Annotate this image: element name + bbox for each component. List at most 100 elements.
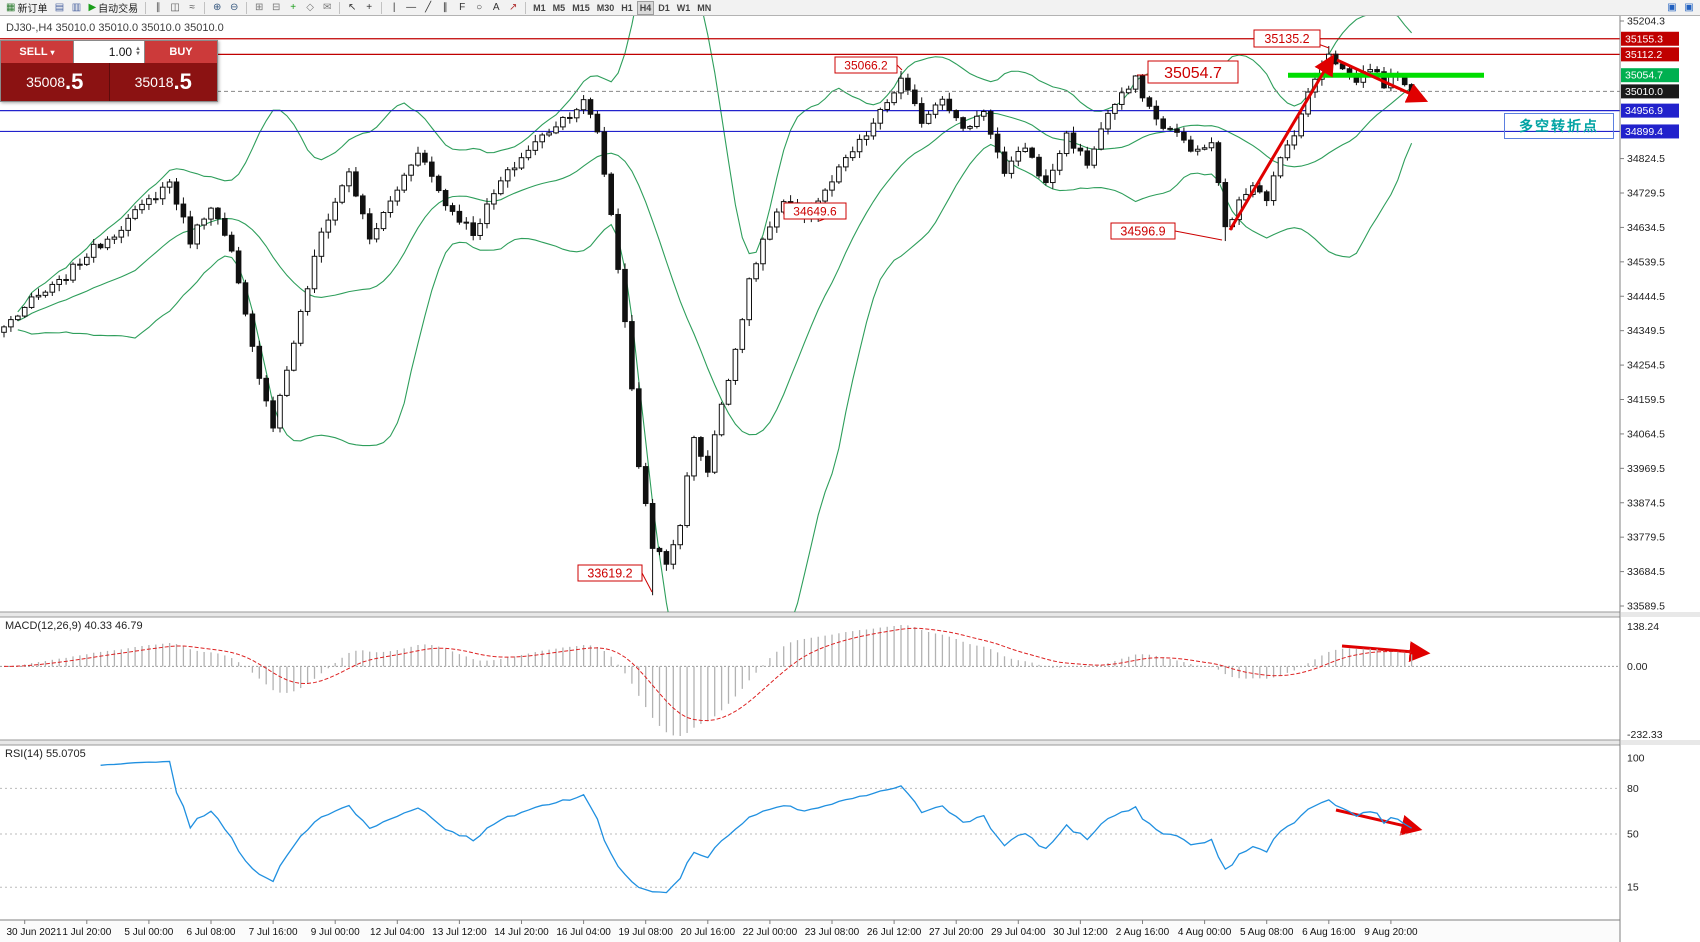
timeframe-m1-button[interactable]: M1 <box>533 2 546 13</box>
autotrading-button[interactable]: ▶ 自动交易 <box>85 1 141 15</box>
trendline-icon: ╱ <box>425 1 432 13</box>
svg-text:34539.5: 34539.5 <box>1627 256 1665 268</box>
toolbar-separator <box>204 1 206 14</box>
svg-text:34729.5: 34729.5 <box>1627 188 1665 200</box>
svg-text:34254.5: 34254.5 <box>1627 360 1665 372</box>
cascade-windows-button[interactable]: ⊟ <box>268 1 284 15</box>
svg-text:35054.7: 35054.7 <box>1164 65 1222 82</box>
sell-price[interactable]: 35008 .5 <box>1 63 109 101</box>
svg-text:33589.5: 33589.5 <box>1627 601 1665 613</box>
volume-input[interactable]: 1.00 ▲ ▼ <box>73 41 145 63</box>
svg-text:34596.9: 34596.9 <box>1120 225 1165 239</box>
buy-price-main: 35018 <box>134 74 174 90</box>
arrow-object-button[interactable]: ↗ <box>505 1 521 15</box>
help-icon: ▣ <box>1684 1 1694 13</box>
zoom-out-button[interactable]: ⊖ <box>226 1 242 15</box>
fibonacci-button[interactable]: F <box>454 1 470 15</box>
pivot-point-text-object[interactable]: 多空转折点 <box>1504 113 1614 139</box>
annotation-box <box>783 202 847 220</box>
timeframe-w1-button[interactable]: W1 <box>676 2 691 13</box>
macd-indicator-label: MACD(12,26,9) 40.33 46.79 <box>5 620 143 632</box>
timeframe-h4-button[interactable]: H4 <box>636 0 655 15</box>
mail-button[interactable]: ✉ <box>319 1 335 15</box>
horizontal-level-lines[interactable] <box>0 38 1620 133</box>
svg-text:16 Jul 04:00: 16 Jul 04:00 <box>556 927 611 938</box>
trade-panel-prices: 35008 .5 35018 .5 <box>1 63 217 101</box>
candlestick-button[interactable]: ◫ <box>167 1 183 15</box>
crosshair-icon: + <box>366 1 373 13</box>
channel-button[interactable]: ∥ <box>437 1 453 15</box>
svg-text:138.24: 138.24 <box>1627 621 1659 633</box>
new-chart-button[interactable]: ▤ <box>51 1 67 15</box>
svg-text:33619.2: 33619.2 <box>587 567 632 581</box>
hline-button[interactable]: — <box>403 1 419 15</box>
tile-windows-icon: ⊞ <box>254 1 264 13</box>
svg-text:0.00: 0.00 <box>1627 661 1648 673</box>
tile-windows-button[interactable]: ⊞ <box>251 1 267 15</box>
price-annotations[interactable]: 35066.2 35054.7 35135.2 34649.6 34596.9 33619… <box>577 29 1330 593</box>
svg-text:30 Jun 2021: 30 Jun 2021 <box>6 927 61 938</box>
panel-button[interactable]: ▣ <box>1664 1 1680 15</box>
sell-button[interactable]: SELL ▾ <box>1 41 73 63</box>
profiles-button[interactable]: ▥ <box>68 1 84 15</box>
macd-signal-line <box>3 627 1412 722</box>
svg-text:26 Jul 12:00: 26 Jul 12:00 <box>867 927 922 938</box>
help-button[interactable]: ▣ <box>1681 1 1697 15</box>
toolbar-separator <box>339 1 341 14</box>
toolbar-separator <box>525 1 527 14</box>
timeframe-d1-button[interactable]: D1 <box>658 2 670 13</box>
new-order-icon: ▦ <box>6 1 16 13</box>
timeframe-mn-button[interactable]: MN <box>697 2 712 13</box>
svg-text:35066.2: 35066.2 <box>844 58 888 72</box>
zoom-out-icon: ⊖ <box>229 1 239 13</box>
arrow-object-icon: ↗ <box>508 1 518 13</box>
trend-arrows[interactable] <box>1228 54 1431 836</box>
line-chart-icon: ≈ <box>189 1 195 13</box>
trend-arrow-4 <box>1335 808 1423 836</box>
bar-chart-button[interactable]: ∥ <box>150 1 166 15</box>
new-order-label: 新订单 <box>17 4 48 15</box>
new-order-button[interactable]: ▦ 新订单 <box>3 1 50 15</box>
timeframe-h1-button[interactable]: H1 <box>621 2 633 13</box>
svg-text:23 Jul 08:00: 23 Jul 08:00 <box>805 927 860 938</box>
svg-text:33874.5: 33874.5 <box>1627 497 1665 509</box>
bollinger-middle-band <box>17 87 1412 436</box>
volume-value: 1.00 <box>108 45 133 59</box>
timeframe-m5-button[interactable]: M5 <box>552 2 566 13</box>
svg-text:4 Aug 00:00: 4 Aug 00:00 <box>1178 927 1232 938</box>
cursor-button[interactable]: ↖ <box>344 1 360 15</box>
rsi-line <box>100 760 1412 894</box>
shapes-button[interactable]: ○ <box>471 1 487 15</box>
trendline-button[interactable]: ╱ <box>420 1 436 15</box>
panel-icon: ▣ <box>1667 1 1677 13</box>
svg-text:6 Aug 16:00: 6 Aug 16:00 <box>1302 927 1356 938</box>
mail-icon: ✉ <box>322 1 332 13</box>
new-chart-icon: ▤ <box>54 1 65 13</box>
indicators-icon: + <box>290 1 297 13</box>
line-chart-button[interactable]: ≈ <box>184 1 200 15</box>
price-axis-badges[interactable]: 35155.3 35112.2 35054.7 35010.0 34956.9 34899… <box>1621 31 1679 139</box>
indicators-button[interactable]: + <box>285 1 301 15</box>
volume-stepper[interactable]: ▲ ▼ <box>135 46 141 57</box>
buy-button[interactable]: BUY <box>145 41 217 63</box>
svg-text:22 Jul 00:00: 22 Jul 00:00 <box>743 927 798 938</box>
scheduler-button[interactable]: ◇ <box>302 1 318 15</box>
svg-text:35155.3: 35155.3 <box>1625 33 1663 45</box>
cursor-icon: ↖ <box>347 1 357 13</box>
channel-icon: ∥ <box>442 1 448 13</box>
svg-text:34634.5: 34634.5 <box>1627 222 1665 234</box>
annotation-box <box>1253 29 1321 48</box>
autotrading-label: 自动交易 <box>98 4 139 15</box>
svg-text:34956.9: 34956.9 <box>1625 105 1663 117</box>
vline-button[interactable]: | <box>386 1 402 15</box>
timeframe-m30-button[interactable]: M30 <box>596 2 615 13</box>
timeframe-m15-button[interactable]: M15 <box>572 2 590 13</box>
buy-price[interactable]: 35018 .5 <box>110 63 218 101</box>
zoom-in-button[interactable]: ⊕ <box>209 1 225 15</box>
price-badge <box>1621 47 1679 62</box>
svg-text:7 Jul 16:00: 7 Jul 16:00 <box>249 927 298 938</box>
crosshair-button[interactable]: + <box>361 1 377 15</box>
svg-text:9 Aug 20:00: 9 Aug 20:00 <box>1364 927 1418 938</box>
text-label-button[interactable]: A <box>488 1 504 15</box>
